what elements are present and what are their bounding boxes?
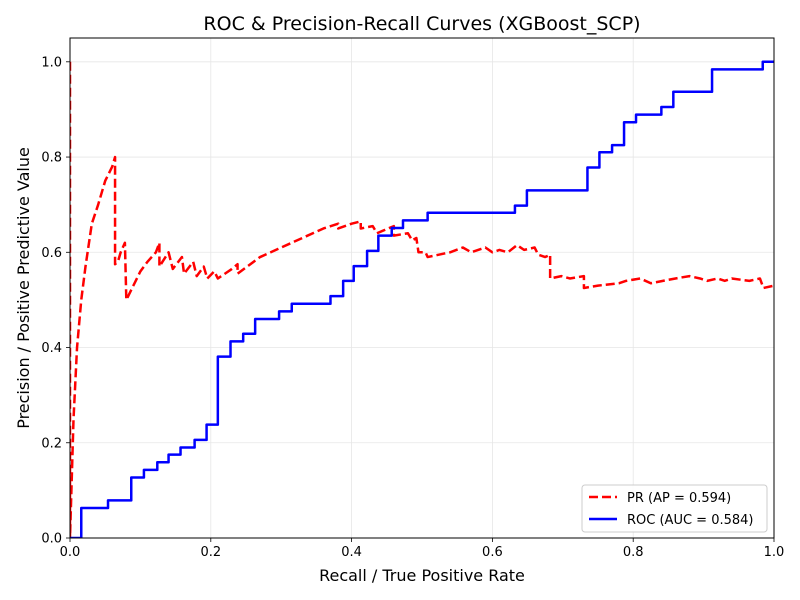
x-axis-label: Recall / True Positive Rate (319, 566, 525, 585)
y-axis-label: Precision / Positive Predictive Value (14, 147, 33, 429)
x-tick-label: 0.2 (200, 545, 221, 560)
x-tick-label: 0.6 (482, 545, 503, 560)
x-tick-label: 0.4 (341, 545, 362, 560)
roc-curve-line (70, 60, 774, 538)
series-layer (70, 60, 774, 538)
y-tick-label: 0.4 (41, 341, 62, 356)
x-tick-label: 0.8 (623, 545, 644, 560)
legend-label-roc: ROC (AUC = 0.584) (627, 513, 753, 528)
y-tick-label: 0.8 (41, 151, 62, 166)
y-tick-label: 0.0 (41, 532, 62, 547)
y-tick-label: 0.6 (41, 246, 62, 261)
y-tick-label: 1.0 (41, 55, 62, 70)
legend-box (581, 484, 768, 533)
grid (69, 38, 775, 539)
y-tick-label: 0.2 (41, 436, 62, 451)
x-tick-label: 0.0 (60, 545, 81, 560)
legend-label-pr: PR (AP = 0.594) (627, 491, 731, 506)
legend: PR (AP = 0.594) ROC (AUC = 0.584) (581, 484, 768, 533)
ticks: 0.0 0.2 0.4 0.6 0.8 1.0 0.0 0.2 0.4 0.6 0.8 1.0 (41, 55, 784, 560)
pr-curve-line (70, 61, 774, 538)
chart-title: ROC & Precision-Recall Curves (XGBoost_S… (203, 13, 640, 35)
x-tick-label: 1.0 (764, 545, 785, 560)
plot-frame (69, 37, 775, 539)
